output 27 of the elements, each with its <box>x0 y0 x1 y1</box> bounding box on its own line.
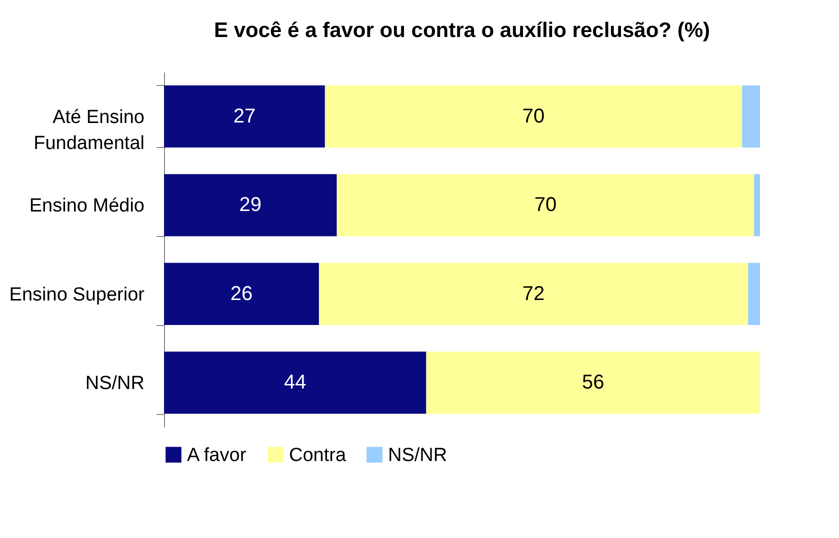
y-tick-label: Ensino Superior <box>9 284 146 306</box>
bar <box>318 262 748 325</box>
bar <box>164 85 325 148</box>
y-tick-label: Até Ensino Fundamental <box>34 106 144 154</box>
bar <box>426 352 760 414</box>
chart-title: E você é a favor ou contra o auxílio reclusão? (%) <box>214 19 710 42</box>
legend-label: Contra <box>289 444 346 466</box>
data-label: 27 <box>233 105 256 128</box>
data-label: 56 <box>582 372 604 394</box>
data-label: 26 <box>230 282 253 305</box>
legend-label: A favor <box>187 444 247 466</box>
bar <box>336 174 754 236</box>
bar <box>164 262 319 325</box>
bar <box>742 85 760 148</box>
data-label: 70 <box>534 194 557 216</box>
data-label: 72 <box>522 282 545 305</box>
data-label: 44 <box>284 372 306 394</box>
data-label: 29 <box>239 194 262 216</box>
legend-label: NS/NR <box>388 444 448 466</box>
y-tick-label: Ensino Médio <box>29 196 144 217</box>
bar <box>164 174 337 236</box>
data-label: 70 <box>522 105 545 128</box>
bar <box>748 262 760 325</box>
bar <box>324 85 742 148</box>
bar <box>164 352 426 414</box>
y-tick-label: NS/NR <box>85 373 144 394</box>
bar <box>754 174 760 236</box>
